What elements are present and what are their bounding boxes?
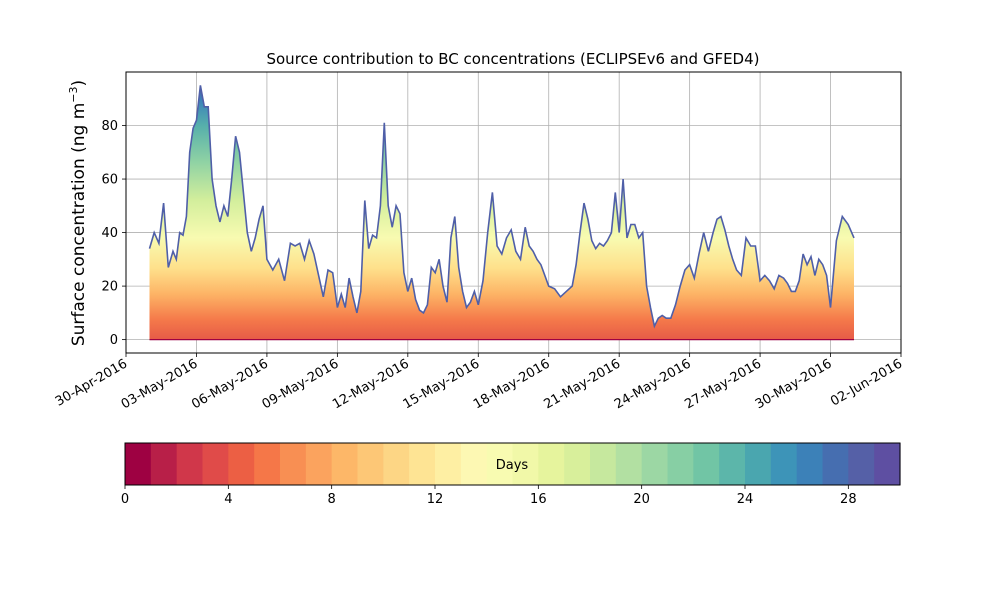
- y-axis-ticks: 0 20 40 60 80: [101, 119, 126, 348]
- colorbar-segment: [796, 443, 824, 485]
- colorbar-segment: [486, 443, 514, 485]
- colorbar-segment: [254, 443, 281, 485]
- colorbar-segment: [615, 443, 643, 485]
- colorbar-segment: [874, 443, 901, 485]
- y-tick-label: 20: [101, 280, 118, 295]
- colorbar-tick-label: 24: [737, 492, 754, 507]
- y-tick-label: 60: [101, 173, 118, 188]
- colorbar-segment: [228, 443, 255, 485]
- y-axis-label-main: Surface concentration (ng m: [69, 103, 89, 346]
- colorbar-segment: [822, 443, 849, 485]
- y-axis-label-superscript: −3: [67, 86, 80, 102]
- colorbar: [125, 443, 901, 485]
- colorbar-tick-label: 0: [121, 492, 129, 507]
- colorbar-segment: [848, 443, 875, 485]
- colorbar-segment: [150, 443, 178, 485]
- y-tick-label: 80: [101, 119, 118, 134]
- colorbar-segment: [538, 443, 565, 485]
- colorbar-segment: [280, 443, 307, 485]
- colorbar-ticks: 0 4 8 12 16 20 24 28: [121, 485, 857, 507]
- colorbar-tick-label: 4: [224, 492, 232, 507]
- colorbar-segment: [590, 443, 617, 485]
- x-tick-label: 30-Apr-2016: [53, 356, 130, 409]
- colorbar-segment: [202, 443, 229, 485]
- x-tick-label: 02-Jun-2016: [828, 356, 905, 409]
- colorbar-tick-label: 8: [328, 492, 336, 507]
- colorbar-segment: [331, 443, 359, 485]
- x-tick-label: 27-May-2016: [682, 356, 764, 412]
- plot-frame: [125, 71, 902, 354]
- colorbar-segment: [745, 443, 772, 485]
- colorbar-frame: [124, 442, 901, 486]
- colorbar-segment: [719, 443, 746, 485]
- colorbar-tick-label: 20: [633, 492, 650, 507]
- x-axis-ticks: 30-Apr-201603-May-201606-May-201609-May-…: [53, 353, 905, 412]
- x-tick-label: 15-May-2016: [401, 356, 483, 412]
- x-tick-label: 24-May-2016: [612, 356, 694, 412]
- colorbar-segment: [512, 443, 539, 485]
- colorbar-segment: [641, 443, 669, 485]
- colorbar-tick-label: 28: [840, 492, 857, 507]
- colorbar-segment: [383, 443, 410, 485]
- colorbar-segment: [770, 443, 798, 485]
- top-envelope-line: [148, 85, 855, 329]
- chart-title: Source contribution to BC concentrations…: [266, 50, 759, 68]
- x-tick-label: 09-May-2016: [260, 356, 342, 412]
- x-tick-label: 18-May-2016: [471, 356, 553, 412]
- colorbar-segment: [176, 443, 204, 485]
- colorbar-tick-label: 16: [530, 492, 547, 507]
- y-tick-label: 40: [101, 226, 118, 241]
- colorbar-segment: [409, 443, 436, 485]
- y-axis-label-close: ): [69, 80, 89, 87]
- colorbar-segment: [435, 443, 462, 485]
- colorbar-segment: [667, 443, 694, 485]
- x-tick-label: 21-May-2016: [542, 356, 624, 412]
- colorbar-segment: [357, 443, 384, 485]
- x-tick-label: 12-May-2016: [330, 356, 412, 412]
- colorbar-label: Days: [496, 458, 529, 473]
- colorbar-tick-label: 12: [427, 492, 444, 507]
- y-tick-label: 0: [110, 333, 118, 348]
- colorbar-segment: [125, 443, 152, 485]
- stacked-area-layer: [148, 85, 855, 341]
- colorbar-segment: [460, 443, 488, 485]
- x-tick-label: 30-May-2016: [753, 356, 835, 412]
- colorbar-segment: [693, 443, 720, 485]
- stacked-area: [149, 85, 854, 340]
- y-axis-label: Surface concentration (ng m−3): [67, 80, 89, 346]
- colorbar-segment: [305, 443, 333, 485]
- colorbar-segment: [564, 443, 591, 485]
- x-tick-label: 03-May-2016: [119, 356, 201, 412]
- x-tick-label: 06-May-2016: [189, 356, 271, 412]
